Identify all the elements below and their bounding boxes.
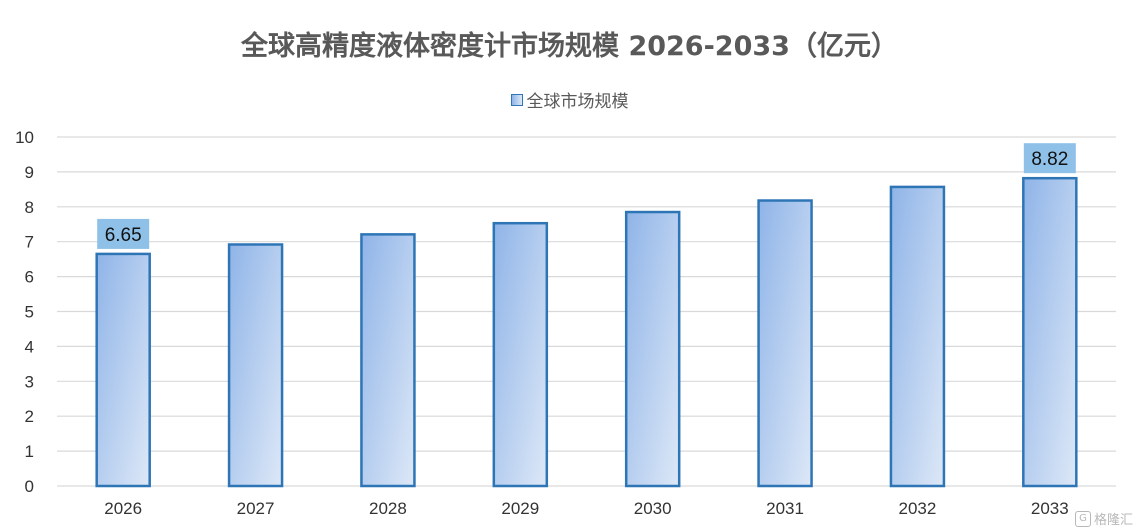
legend: 全球市场规模 <box>0 87 1139 112</box>
bar-2032 <box>889 185 946 488</box>
bar-2031 <box>757 199 813 488</box>
data-label-text: 6.65 <box>105 225 142 246</box>
x-tick-label: 2032 <box>899 499 937 518</box>
data-label-box <box>97 218 150 249</box>
x-tick-label: 2030 <box>634 499 672 518</box>
bar-2030 <box>624 210 681 488</box>
bar-2028 <box>360 233 416 488</box>
y-tick-label: 7 <box>25 233 34 252</box>
grid-lines <box>57 136 1116 487</box>
bars <box>95 176 1078 488</box>
y-tick-label: 0 <box>25 477 34 496</box>
y-tick-label: 2 <box>25 407 34 426</box>
x-tick-label: 2028 <box>369 499 407 518</box>
watermark: G 格隆汇 <box>1074 509 1133 528</box>
x-tick-label: 2027 <box>237 499 275 518</box>
y-axis: 0 1 2 3 4 5 6 7 8 9 10 <box>15 128 34 496</box>
y-tick-label: 8 <box>25 198 34 217</box>
bar-2033 <box>1022 176 1078 488</box>
bar-2029 <box>492 221 549 488</box>
watermark-text: 格隆汇 <box>1093 513 1133 528</box>
y-tick-label: 6 <box>25 268 34 287</box>
x-axis: 2026 2027 2028 2029 2030 2031 2032 2033 <box>104 499 1068 518</box>
x-tick-label: 2031 <box>766 499 804 518</box>
data-label-2033: 8.82 <box>1023 143 1076 174</box>
y-tick-label: 9 <box>25 163 34 182</box>
g-logo-icon: G <box>1074 510 1091 527</box>
y-tick-label: 3 <box>25 372 34 391</box>
legend-swatch <box>510 93 523 106</box>
x-tick-label: 2026 <box>104 499 142 518</box>
data-labels: 6.65 8.82 <box>97 143 1076 249</box>
x-tick-label: 2029 <box>501 499 539 518</box>
y-tick-label: 10 <box>15 128 34 147</box>
y-tick-label: 5 <box>25 303 34 322</box>
y-tick-label: 4 <box>25 337 34 356</box>
x-tick-label: 2033 <box>1031 499 1069 518</box>
bar-2027 <box>227 243 284 488</box>
data-label-text: 8.82 <box>1031 149 1068 170</box>
legend-label: 全球市场规模 <box>526 92 629 112</box>
data-label-box <box>1023 143 1076 174</box>
bar-2026 <box>95 252 151 488</box>
chart-title: 全球高精度液体密度计市场规模 2026-2033（亿元） <box>241 31 898 62</box>
data-label-2026: 6.65 <box>97 218 150 249</box>
y-tick-label: 1 <box>25 442 34 461</box>
